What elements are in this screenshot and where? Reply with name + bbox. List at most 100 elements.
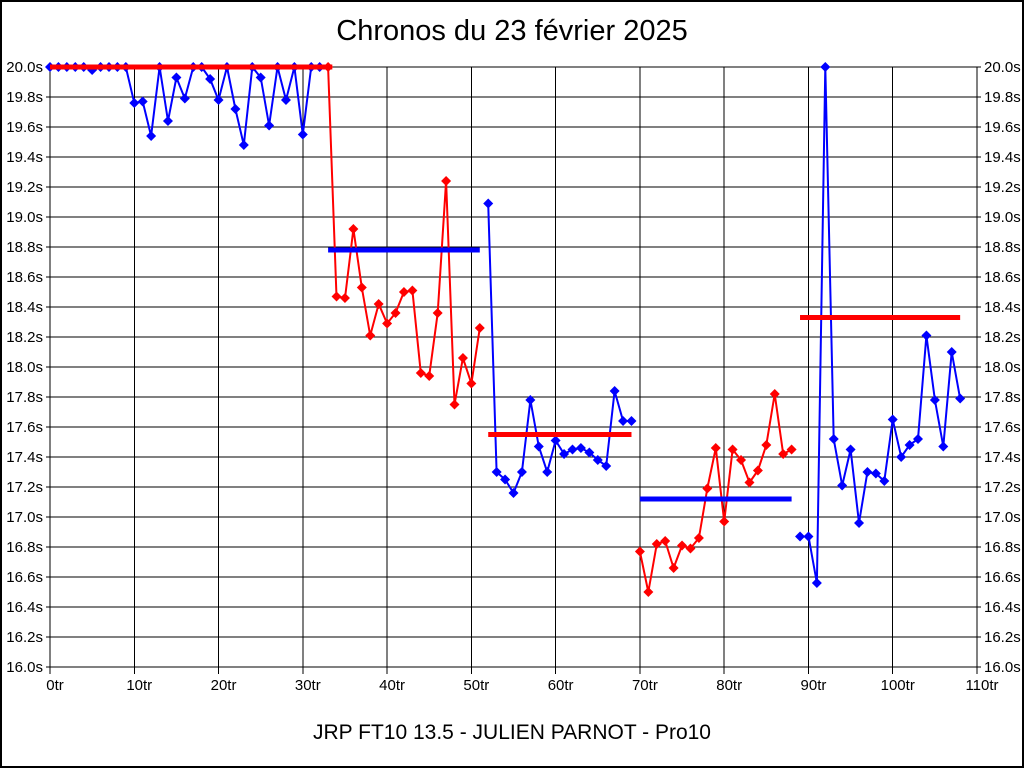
y-axis-label-left: 18.0s: [6, 359, 43, 376]
y-axis-label-left: 19.6s: [6, 119, 43, 136]
data-point-marker: [331, 291, 342, 302]
data-point-marker: [795, 531, 806, 542]
y-axis-label-right: 18.4s: [984, 299, 1021, 316]
x-axis-label: 90tr: [801, 677, 827, 694]
x-axis-label: 0tr: [46, 677, 64, 694]
data-point-marker: [913, 434, 924, 444]
x-axis-label: 70tr: [632, 677, 658, 694]
data-point-marker: [803, 531, 814, 542]
data-point-marker: [533, 441, 544, 452]
x-axis-label: 100tr: [881, 677, 915, 694]
y-axis-label-right: 18.8s: [984, 239, 1021, 256]
y-axis-label-left: 16.2s: [6, 629, 43, 646]
x-axis-label: 20tr: [211, 677, 237, 694]
data-point-marker: [146, 131, 157, 141]
y-axis-label-left: 16.4s: [6, 599, 43, 616]
data-point-marker: [508, 488, 519, 498]
data-point-marker: [179, 93, 190, 104]
data-point-marker: [449, 399, 460, 410]
data-point-marker: [618, 416, 629, 426]
data-point-marker: [584, 447, 595, 458]
x-axis-label: 40tr: [379, 677, 405, 694]
data-point-marker: [660, 536, 671, 546]
y-axis-label-right: 20.0s: [984, 59, 1021, 76]
x-axis-label: 80tr: [716, 677, 742, 694]
data-point-marker: [255, 72, 266, 83]
data-point-marker: [567, 444, 578, 455]
data-point-marker: [752, 465, 763, 476]
data-point-marker: [348, 224, 359, 234]
y-axis-label-left: 17.8s: [6, 389, 43, 406]
data-point-marker: [719, 516, 730, 527]
data-point-marker: [592, 455, 603, 465]
data-point-marker: [339, 293, 350, 303]
data-point-marker: [432, 308, 443, 318]
y-axis-label-left: 19.2s: [6, 179, 43, 196]
y-axis-label-left: 17.0s: [6, 509, 43, 526]
data-point-marker: [854, 518, 865, 528]
data-point-marker: [238, 140, 249, 150]
y-axis-label-left: 18.2s: [6, 329, 43, 346]
y-axis-label-right: 17.2s: [984, 479, 1021, 496]
y-axis-label-right: 19.2s: [984, 179, 1021, 196]
data-point-marker: [921, 330, 932, 341]
data-point-marker: [811, 578, 822, 588]
data-point-marker: [230, 104, 241, 114]
data-point-marker: [500, 474, 511, 485]
series-line-segment-4: [638, 393, 793, 593]
data-point-marker: [702, 483, 713, 494]
data-point-marker: [887, 414, 898, 425]
data-point-marker: [550, 435, 561, 446]
data-point-marker: [668, 563, 679, 573]
data-point-marker: [643, 587, 654, 597]
data-point-marker: [407, 285, 418, 296]
data-point-marker: [162, 116, 173, 126]
chart-caption: JRP FT10 13.5 - JULIEN PARNOT - Pro10: [313, 721, 711, 744]
data-point-marker: [929, 395, 940, 405]
data-point-marker: [356, 282, 367, 293]
y-axis-label-right: 16.6s: [984, 569, 1021, 586]
data-point-marker: [390, 308, 401, 318]
data-point-marker: [491, 467, 502, 477]
data-point-marker: [744, 477, 755, 488]
y-axis-label-right: 17.0s: [984, 509, 1021, 526]
series-line-segment-1: [50, 64, 320, 146]
data-point-marker: [786, 444, 797, 455]
data-point-marker: [373, 299, 384, 309]
data-point-marker: [778, 449, 789, 459]
data-point-marker: [365, 330, 376, 341]
data-point-marker: [424, 371, 435, 381]
y-axis-label-right: 16.4s: [984, 599, 1021, 616]
data-point-marker: [736, 455, 747, 465]
y-axis-label-left: 18.8s: [6, 239, 43, 256]
data-point-marker: [525, 395, 536, 405]
y-axis-label-left: 18.4s: [6, 299, 43, 316]
series-line-segment-2: [327, 66, 481, 405]
data-point-marker: [837, 480, 848, 491]
data-point-marker: [441, 176, 452, 186]
y-axis-label-right: 19.0s: [984, 209, 1021, 226]
chart-title: Chronos du 23 février 2025: [336, 15, 688, 47]
data-point-marker: [415, 368, 426, 378]
data-point-marker: [896, 452, 907, 462]
y-axis-label-right: 17.8s: [984, 389, 1021, 406]
data-point-marker: [634, 546, 645, 557]
data-point-marker: [769, 389, 780, 399]
plot-border: [49, 66, 978, 668]
data-point-marker: [398, 287, 409, 297]
data-point-marker: [205, 74, 216, 84]
data-point-marker: [955, 393, 966, 404]
data-point-marker: [946, 347, 957, 357]
y-axis-label-right: 17.4s: [984, 449, 1021, 466]
data-point-marker: [457, 353, 468, 363]
data-point-marker: [264, 120, 275, 131]
x-axis-label: 50tr: [463, 677, 489, 694]
y-axis-label-left: 16.0s: [6, 659, 43, 676]
y-axis-label-right: 16.0s: [984, 659, 1021, 676]
data-point-marker: [474, 323, 485, 333]
y-axis-label-left: 19.0s: [6, 209, 43, 226]
y-axis-label-right: 18.6s: [984, 269, 1021, 286]
data-point-marker: [213, 95, 224, 105]
data-point-marker: [129, 98, 140, 108]
